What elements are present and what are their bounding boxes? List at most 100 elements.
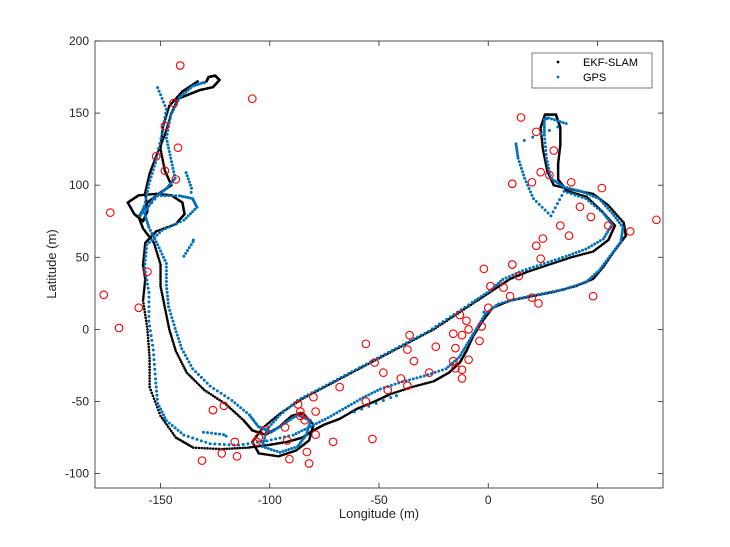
ekf-point (541, 150, 545, 153)
gps-point (553, 258, 557, 262)
ekf-point (541, 143, 544, 147)
gps-point (303, 395, 307, 399)
gps-point (299, 397, 303, 401)
ekf-point (620, 219, 624, 223)
gps-point (542, 125, 546, 129)
gps-point (557, 257, 561, 261)
ekf-point (171, 341, 175, 344)
landmark-marker (479, 264, 489, 274)
ekf-point (423, 382, 427, 385)
gps-point (405, 341, 409, 345)
gps-point (173, 326, 177, 330)
ekf-point (583, 252, 586, 256)
gps-point (145, 206, 149, 210)
gps-point (289, 417, 293, 421)
gps-point (147, 295, 151, 299)
ekf-point (165, 423, 168, 426)
gps-point (529, 294, 533, 298)
gps-point (306, 428, 310, 432)
gps-point (179, 431, 183, 435)
gps-point (544, 149, 548, 153)
ekf-point (168, 330, 172, 333)
ekf-point (241, 446, 244, 450)
gps-point (524, 268, 528, 272)
ekf-point (613, 211, 616, 214)
gps-point (224, 434, 228, 438)
ekf-point (537, 266, 540, 270)
gps-point (565, 186, 569, 190)
gps-point (574, 188, 578, 192)
gps-point (504, 276, 508, 280)
gps-point (531, 265, 535, 269)
ekf-point (436, 325, 440, 328)
gps-point (199, 439, 203, 443)
gps-point (373, 390, 377, 394)
gps-point (610, 252, 614, 256)
x-tick-label: -150 (149, 493, 173, 507)
gps-point (154, 240, 158, 244)
landmark-marker (173, 143, 183, 153)
landmark-marker (175, 61, 185, 70)
ekf-point (159, 271, 162, 275)
landmark-marker (586, 212, 596, 222)
landmark-marker (280, 423, 290, 432)
ekf-point (148, 359, 151, 363)
gps-point (170, 160, 174, 164)
y-tick-label: 100 (69, 178, 89, 192)
gps-point (494, 283, 498, 287)
gps-point (157, 146, 161, 150)
gps-point (321, 385, 325, 389)
gps-point (434, 324, 438, 328)
gps-point (145, 218, 149, 222)
gps-point (167, 225, 171, 229)
ekf-point (238, 446, 242, 450)
gps-point (462, 348, 466, 352)
gps-point (263, 436, 267, 440)
ekf-point (419, 383, 422, 387)
ekf-point (167, 323, 170, 327)
ekf-point (614, 212, 618, 216)
ekf-point (541, 145, 544, 149)
ekf-point (275, 454, 278, 458)
landmark-marker (311, 430, 320, 439)
gps-point (451, 361, 455, 365)
gps-point (361, 364, 365, 368)
gps-point (619, 237, 623, 241)
landmark-marker (564, 231, 574, 241)
landmark-marker (604, 221, 613, 230)
gps-point (514, 142, 518, 146)
ekf-point (534, 267, 538, 271)
ekf-point (152, 397, 156, 400)
gps-point (553, 179, 557, 183)
ekf-point (185, 371, 189, 374)
gps-point (531, 197, 535, 201)
gps-point (314, 422, 318, 426)
ekf-point (206, 447, 209, 450)
gps-point (387, 350, 391, 354)
gps-point (290, 447, 294, 451)
gps-point (218, 432, 222, 436)
gps-point (205, 381, 209, 385)
gps-point (168, 153, 172, 157)
gps-point (233, 401, 237, 405)
gps-point (155, 393, 159, 397)
ekf-point (150, 391, 154, 395)
ekf-point (540, 134, 543, 138)
y-tick-label: -50 (72, 394, 90, 408)
gps-point (619, 223, 623, 227)
landmark-marker (105, 208, 115, 217)
gps-point (547, 290, 551, 294)
gps-point (144, 216, 148, 220)
gps-point (591, 194, 595, 198)
gps-point (214, 432, 218, 436)
landmark-marker (403, 381, 412, 390)
gps-point (323, 417, 327, 421)
ekf-point (141, 297, 145, 300)
landmark-marker (486, 281, 495, 291)
gps-point (501, 277, 505, 281)
gps-point (423, 331, 427, 335)
gps-point (305, 431, 309, 435)
gps-point (176, 336, 180, 340)
gps-point (573, 193, 577, 197)
landmark-marker (514, 271, 524, 281)
